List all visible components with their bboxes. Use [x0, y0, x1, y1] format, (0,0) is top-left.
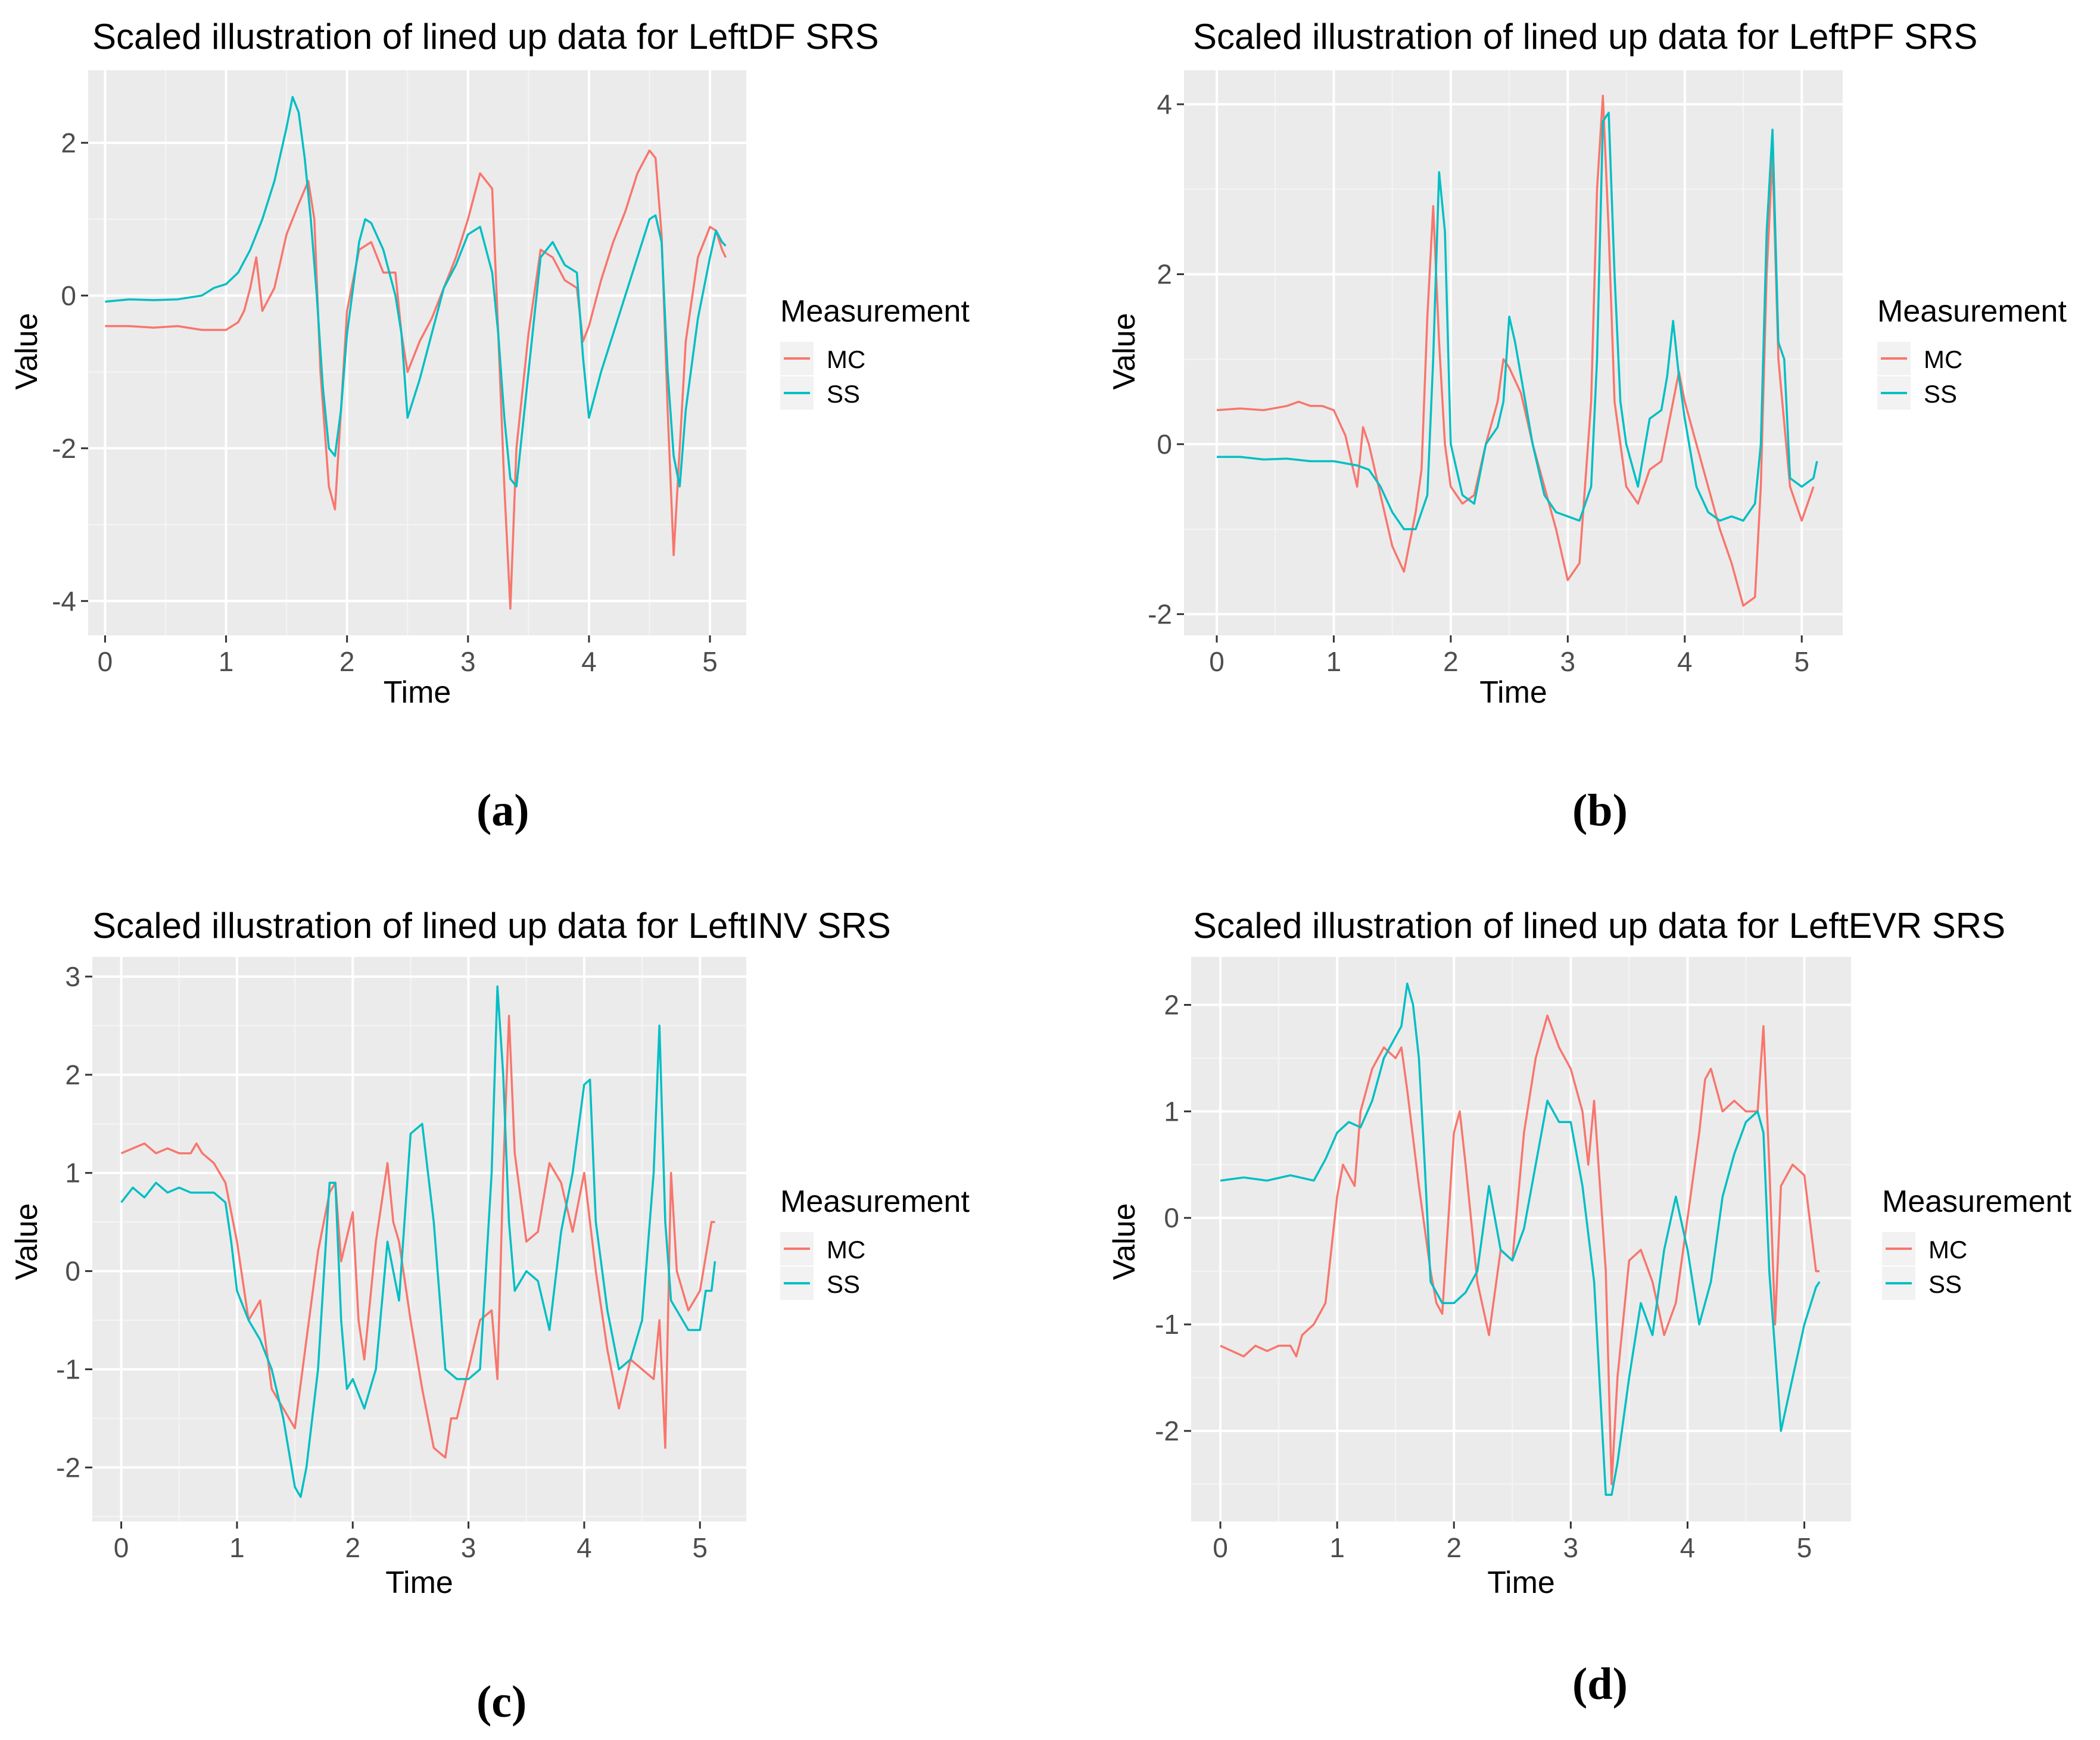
y-tick-label: -1 — [1155, 1309, 1179, 1340]
y-tick-label: 0 — [65, 1256, 80, 1287]
legend: Measurement MC SS — [780, 294, 970, 410]
legend-label-mc: MC — [1928, 1236, 1967, 1264]
legend-label-ss: SS — [827, 1270, 860, 1298]
x-tick-label: 0 — [98, 646, 113, 677]
chart-title: Scaled illustration of lined up data for… — [1193, 906, 2005, 946]
x-tick-label: 0 — [114, 1532, 129, 1563]
x-tick-label: 3 — [1563, 1532, 1579, 1563]
x-tick-label: 1 — [1329, 1532, 1345, 1563]
legend: Measurement MC SS — [780, 1184, 970, 1300]
y-axis-label: Value — [1107, 1203, 1142, 1280]
legend: Measurement MC SS — [1882, 1184, 2071, 1300]
chart-title: Scaled illustration of lined up data for… — [1193, 17, 1977, 57]
x-tick-label: 5 — [1797, 1532, 1812, 1563]
series-line-ss — [105, 96, 727, 488]
chart-panel-a: 0 1 2 3 4 5 -4 -2 0 2 Scaled illustration of lined… — [10, 17, 970, 710]
series-line-mc — [120, 1015, 715, 1459]
y-tick-label: -2 — [1155, 1415, 1179, 1446]
x-tick-label: 2 — [345, 1532, 360, 1563]
y-tick-label: -2 — [1148, 598, 1172, 629]
y-tick-label: 1 — [65, 1158, 80, 1189]
x-tick-label: 5 — [692, 1532, 708, 1563]
x-axis-label: Time — [1479, 675, 1547, 710]
series-line-ss — [120, 985, 716, 1498]
legend-label-mc: MC — [827, 345, 865, 373]
sub-label-b: (b) — [1572, 785, 1628, 835]
y-tick-label: -2 — [56, 1452, 80, 1483]
legend-label-ss: SS — [827, 380, 860, 408]
chart-title: Scaled illustration of lined up data for… — [92, 17, 879, 57]
y-tick-label: 2 — [61, 127, 76, 158]
y-axis-label: Value — [10, 1203, 44, 1280]
y-axis-label: Value — [10, 313, 44, 389]
y-tick-label: 2 — [1157, 258, 1172, 289]
legend-label-mc: MC — [1924, 345, 1962, 373]
x-tick-label: 4 — [1677, 646, 1693, 677]
legend-label-ss: SS — [1924, 380, 1957, 408]
x-tick-label: 5 — [1794, 646, 1809, 677]
y-tick-label: -2 — [52, 433, 76, 464]
y-tick-label: 0 — [1157, 429, 1172, 460]
x-tick-label: 5 — [702, 646, 718, 677]
chart-panel-b: 0 1 2 3 4 5 -2 0 2 4 Scaled illustration of lined … — [1107, 17, 2067, 710]
x-tick-label: 1 — [219, 646, 234, 677]
series-line-ss — [1220, 982, 1821, 1496]
legend-title: Measurement — [780, 1184, 970, 1219]
x-tick-label: 1 — [229, 1532, 245, 1563]
chart-title: Scaled illustration of lined up data for… — [92, 906, 891, 946]
y-tick-label: 4 — [1157, 89, 1172, 120]
plot-panel-background — [1184, 70, 1843, 635]
legend-title: Measurement — [780, 294, 970, 329]
legend-title: Measurement — [1877, 294, 2067, 329]
x-tick-label: 4 — [577, 1532, 592, 1563]
x-tick-label: 0 — [1213, 1532, 1228, 1563]
x-tick-label: 0 — [1209, 646, 1225, 677]
series-line-ss — [1217, 111, 1818, 531]
x-axis-label: Time — [1487, 1566, 1555, 1600]
x-tick-label: 2 — [1443, 646, 1459, 677]
y-tick-label: 3 — [65, 961, 80, 992]
y-tick-label: 0 — [61, 280, 76, 311]
y-tick-label: -4 — [52, 585, 76, 616]
sub-label-c: (c) — [476, 1677, 527, 1727]
x-tick-label: 2 — [1446, 1532, 1462, 1563]
y-tick-label: 0 — [1164, 1202, 1179, 1233]
y-tick-label: 1 — [1164, 1096, 1179, 1127]
plot-panel-background — [92, 957, 746, 1521]
legend-title: Measurement — [1882, 1184, 2071, 1219]
x-tick-label: 2 — [339, 646, 355, 677]
chart-panel-c: 0 1 2 3 4 5 -2 -1 0 1 2 3 Scaled illustration of lin… — [10, 906, 970, 1600]
x-tick-label: 4 — [581, 646, 597, 677]
x-tick-label: 3 — [461, 1532, 476, 1563]
y-tick-label: 2 — [65, 1059, 80, 1090]
x-tick-label: 3 — [1560, 646, 1576, 677]
sub-label-a: (a) — [476, 785, 529, 835]
series-line-mc — [1220, 1014, 1820, 1486]
x-tick-label: 4 — [1680, 1532, 1696, 1563]
legend-label-mc: MC — [827, 1236, 865, 1264]
chart-panel-d: 0 1 2 3 4 5 -2 -1 0 1 2 Scaled illustration of line… — [1107, 906, 2071, 1600]
legend-label-ss: SS — [1928, 1270, 1962, 1298]
x-tick-label: 1 — [1326, 646, 1342, 677]
y-tick-label: -1 — [56, 1354, 80, 1384]
series-line-mc — [105, 149, 727, 610]
x-tick-label: 3 — [460, 646, 476, 677]
legend: Measurement MC SS — [1877, 294, 2067, 410]
sub-label-d: (d) — [1572, 1659, 1628, 1709]
x-axis-label: Time — [384, 675, 451, 710]
plot-panel-background — [88, 70, 746, 635]
x-axis-label: Time — [385, 1566, 453, 1600]
y-tick-label: 2 — [1164, 989, 1179, 1020]
y-axis-label: Value — [1107, 313, 1142, 389]
